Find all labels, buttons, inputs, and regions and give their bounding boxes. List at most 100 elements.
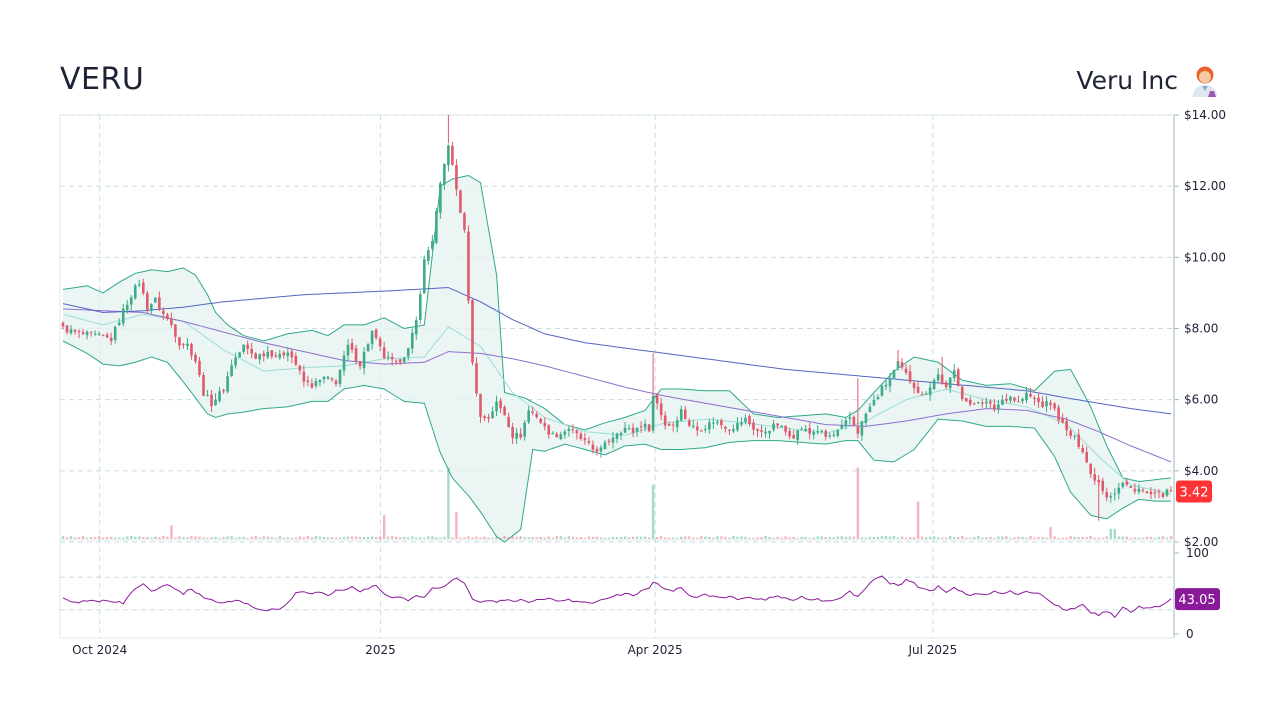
candle-body	[964, 397, 968, 402]
candle-body	[222, 389, 225, 392]
volume-bar	[69, 536, 73, 539]
candle-body	[916, 386, 920, 393]
volume-bar	[202, 537, 205, 539]
candle-body	[824, 430, 828, 437]
volume-bar	[603, 537, 607, 539]
volume-bar	[294, 537, 298, 539]
candle-body	[960, 386, 964, 399]
candle-body	[81, 332, 85, 334]
sma-mid-line	[62, 308, 1172, 463]
candle-body	[675, 420, 679, 428]
candle-body	[756, 428, 759, 431]
volume-bar	[1093, 537, 1096, 539]
candle-body	[362, 352, 366, 369]
candle-body	[547, 425, 551, 435]
candle-body	[250, 348, 253, 354]
volume-bar	[154, 536, 157, 539]
volume-bar	[555, 536, 558, 539]
volume-bar	[483, 536, 486, 539]
volume-bar	[696, 537, 699, 539]
volume-bar	[977, 535, 980, 539]
volume-bar	[744, 536, 747, 539]
volume-bar	[206, 537, 209, 539]
candle-body	[687, 420, 691, 426]
candle-body	[559, 434, 563, 439]
candle-body	[679, 409, 683, 421]
volume-bar	[134, 536, 137, 539]
volume-bar	[816, 536, 819, 539]
candle-body	[166, 314, 169, 320]
candle-body	[1109, 496, 1113, 498]
volume-bar	[728, 537, 731, 539]
volume-bar	[784, 536, 787, 539]
volume-bar	[105, 537, 109, 539]
candle-body	[443, 164, 446, 185]
volume-bar	[411, 536, 414, 539]
volume-bar	[1053, 536, 1056, 539]
candle-body	[382, 347, 386, 359]
candle-body	[423, 259, 426, 294]
candle-body	[796, 430, 799, 441]
candle-body	[182, 343, 185, 345]
candle-body	[603, 442, 607, 450]
volume-bar	[1165, 537, 1169, 539]
volume-bar	[957, 537, 960, 539]
volume-bar	[595, 536, 599, 539]
candle-body	[724, 426, 727, 429]
rsi-tick-label: 100	[1186, 546, 1209, 560]
candle-body	[768, 430, 771, 434]
candle-body	[318, 379, 322, 383]
volume-bar	[97, 536, 101, 539]
candle-body	[326, 376, 330, 379]
candle-body	[65, 325, 69, 333]
volume-bar	[290, 537, 294, 539]
candle-body	[587, 441, 591, 443]
candle-body	[262, 353, 266, 357]
candle-body	[948, 377, 952, 389]
price-tick-label: $8.00	[1184, 322, 1218, 336]
volume-bar	[1049, 527, 1052, 539]
candle-body	[266, 351, 270, 358]
volume-bar	[386, 536, 390, 539]
candle-body	[1113, 493, 1117, 495]
candle-body	[579, 433, 583, 440]
volume-bar	[519, 536, 522, 539]
volume-bar	[146, 537, 149, 539]
volume-bar	[868, 536, 872, 539]
sma-long-line	[62, 287, 1172, 415]
candle-body	[655, 395, 659, 404]
candle-body	[431, 241, 434, 249]
volume-bar	[559, 535, 562, 539]
volume-bar	[543, 537, 546, 539]
candle-body	[780, 425, 783, 428]
candle-body	[350, 343, 354, 350]
emoji-collar	[1202, 86, 1208, 91]
candle-body	[162, 310, 165, 315]
volume-bar	[615, 537, 619, 539]
axis-layer: $14.00 $12.00 $10.00 $8.00 $6.00 $4.00 $2.00 Oc…	[72, 108, 1226, 657]
volume-bar	[266, 536, 269, 539]
candle-body	[627, 428, 631, 430]
price-tick-label: $12.00	[1184, 179, 1226, 193]
candle-body	[1057, 407, 1060, 421]
volume-bar	[89, 536, 93, 539]
volume-bar	[712, 537, 715, 539]
candle-body	[121, 308, 125, 324]
volume-bar	[390, 536, 394, 539]
candle-body	[483, 416, 486, 419]
volume-bar	[724, 536, 727, 539]
volume-bar	[647, 537, 651, 539]
candle-body	[671, 424, 675, 426]
volume-bar	[531, 537, 534, 539]
candle-body	[89, 331, 93, 333]
candle-body	[178, 337, 181, 346]
volume-bar	[1005, 536, 1008, 539]
candle-body	[1129, 486, 1133, 488]
candle-body	[836, 429, 840, 436]
volume-bar	[928, 536, 932, 539]
volume-bar	[1169, 536, 1173, 539]
volume-bar	[752, 537, 755, 539]
volume-bar	[479, 537, 482, 539]
candle-body	[61, 322, 65, 327]
candle-body	[788, 431, 791, 437]
